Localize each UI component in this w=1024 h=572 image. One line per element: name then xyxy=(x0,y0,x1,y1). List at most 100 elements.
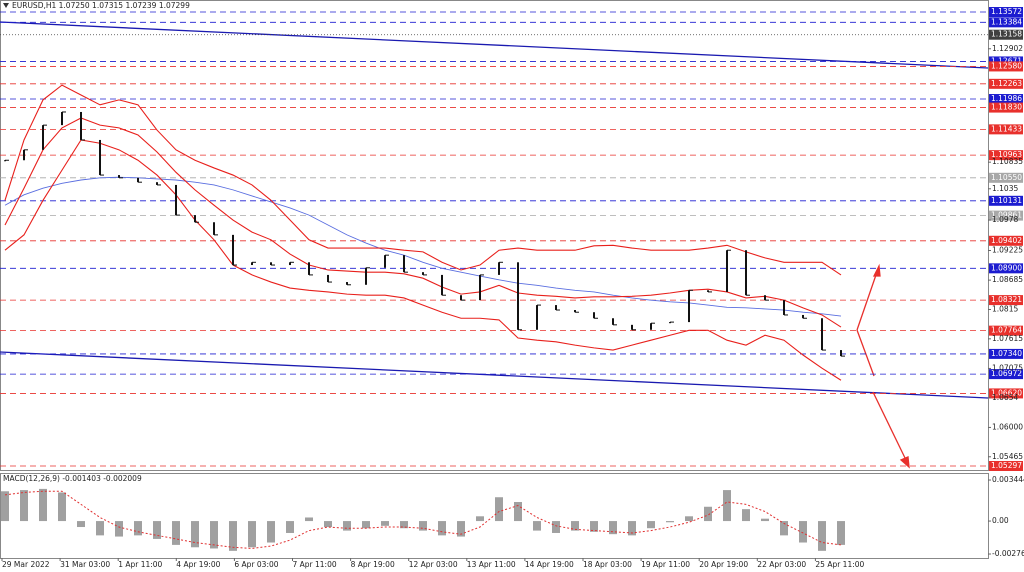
level-label-box xyxy=(989,29,1023,40)
level-label-box xyxy=(989,295,1023,306)
macd-bar xyxy=(666,521,674,523)
macd-bar xyxy=(609,521,617,535)
x-tick-label: 13 Apr 11:00 xyxy=(467,560,516,569)
x-tick-label: 29 Mar 2022 xyxy=(2,560,50,569)
level-label: 1.10963 xyxy=(991,150,1022,159)
y-tick-label: 1.06000 xyxy=(992,422,1023,431)
level-label: 1.13572 xyxy=(991,7,1022,16)
macd-panel xyxy=(0,473,989,559)
x-tick-label: 14 Apr 19:00 xyxy=(525,560,574,569)
price-bar xyxy=(346,282,348,285)
price-bar xyxy=(232,234,234,266)
level-label-box xyxy=(989,369,1023,380)
price-bar xyxy=(23,149,25,161)
price-bar xyxy=(327,274,329,283)
y-tick-label: 1.0815 xyxy=(992,304,1018,313)
price-bar xyxy=(650,323,652,330)
macd-title: MACD(12,26,9) -0.001403 -0.002009 xyxy=(3,474,142,483)
y-tick-label: 1.12902 xyxy=(992,44,1023,53)
x-tick-label: 12 Apr 03:00 xyxy=(409,560,458,569)
x-tick-label: 7 Apr 11:00 xyxy=(293,560,337,569)
price-bar xyxy=(194,215,196,223)
macd-bar xyxy=(210,521,218,549)
level-label: 1.12263 xyxy=(991,79,1022,88)
forecast-arrows xyxy=(856,263,910,469)
price-bar xyxy=(574,310,576,313)
price-bar xyxy=(688,290,690,323)
price-bar xyxy=(669,322,671,324)
macd-bar xyxy=(134,521,142,536)
level-label: 1.11986 xyxy=(991,94,1022,103)
level-label-box xyxy=(989,17,1023,28)
y-tick-label: 1.05465 xyxy=(992,452,1023,461)
macd-bar xyxy=(533,521,541,531)
macd-bar xyxy=(761,518,769,522)
macd-bar xyxy=(723,490,731,522)
level-label: 1.09861 xyxy=(991,211,1022,220)
signal-line xyxy=(4,490,842,549)
level-label: 1.10131 xyxy=(991,196,1022,205)
y-tick-label: 1.1035 xyxy=(992,184,1018,193)
level-label: 1.11830 xyxy=(991,103,1022,112)
level-label-box xyxy=(989,94,1023,105)
macd-bar xyxy=(514,502,522,522)
x-tick-label: 18 Apr 03:00 xyxy=(583,560,632,569)
level-label-box xyxy=(989,388,1023,399)
x-tick-label: 8 Apr 19:00 xyxy=(351,560,395,569)
y-tick-label: 1.07075 xyxy=(992,363,1023,372)
y-tick-label: 0.003444 xyxy=(992,475,1024,484)
macd-bar xyxy=(324,521,332,528)
price-bar xyxy=(536,305,538,330)
level-label: 1.12580 xyxy=(991,61,1022,70)
macd-bar xyxy=(590,521,598,532)
price-bar xyxy=(479,274,481,301)
macd-bar xyxy=(248,521,256,548)
price-bar xyxy=(783,300,785,315)
macd-bar xyxy=(780,521,788,536)
macd-bar xyxy=(267,521,275,543)
x-tick-label: 22 Apr 03:00 xyxy=(757,560,806,569)
level-label-box xyxy=(989,61,1023,72)
macd-bar xyxy=(438,521,446,536)
price-bar xyxy=(764,295,766,301)
y-tick-label: 1.07615 xyxy=(992,334,1023,343)
macd-bar xyxy=(647,521,655,529)
macd-bar xyxy=(837,521,845,545)
macd-bar xyxy=(39,488,47,522)
level-label-box xyxy=(989,348,1023,359)
price-bar xyxy=(460,295,462,301)
y-tick-label: 1.0654 xyxy=(992,393,1018,402)
macd-bar xyxy=(343,521,351,531)
macd-bar xyxy=(362,521,370,529)
level-label-box xyxy=(989,102,1023,113)
macd-bar xyxy=(799,521,807,543)
level-label-box xyxy=(989,195,1023,206)
price-bar xyxy=(441,274,443,296)
x-tick-label: 19 Apr 11:00 xyxy=(641,560,690,569)
price-bar xyxy=(118,175,120,178)
macd-bar xyxy=(742,509,750,522)
macd-bar xyxy=(58,492,66,522)
level-label-box xyxy=(989,7,1023,18)
macd-bar xyxy=(191,521,199,548)
price-bar xyxy=(745,250,747,296)
price-bar xyxy=(517,262,519,330)
y-tick-label: 1.09225 xyxy=(992,245,1023,254)
level-label: 1.05297 xyxy=(991,461,1022,470)
macd-bar xyxy=(552,521,560,533)
level-label-box xyxy=(989,325,1023,336)
price-bar xyxy=(80,111,82,140)
price-bar xyxy=(612,318,614,325)
price-bar xyxy=(555,305,557,311)
macd-bar xyxy=(20,490,28,522)
price-bar xyxy=(726,250,728,292)
y-tick-label: 1.0978 xyxy=(992,215,1018,224)
macd-bar xyxy=(286,521,294,533)
macd-bar xyxy=(381,521,389,526)
level-label-box xyxy=(989,210,1023,221)
band-upper xyxy=(4,84,842,276)
y-tick-label: 1.08685 xyxy=(992,275,1023,284)
level-label: 1.12671 xyxy=(991,56,1022,65)
level-label: 1.08321 xyxy=(991,295,1022,304)
macd-bar xyxy=(305,517,313,522)
